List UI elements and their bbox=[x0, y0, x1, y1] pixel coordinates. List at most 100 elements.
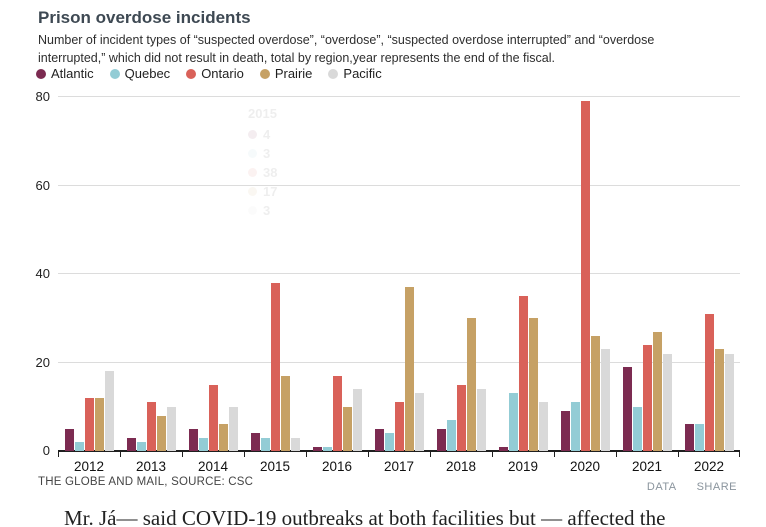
bar-group-2018 bbox=[430, 97, 492, 451]
bar-group-2017 bbox=[368, 97, 430, 451]
bar-prairie-2021[interactable] bbox=[652, 331, 662, 451]
bar-prairie-2016[interactable] bbox=[342, 406, 352, 451]
bar-prairie-2018[interactable] bbox=[466, 318, 476, 451]
y-axis-label-0: 0 bbox=[42, 443, 50, 458]
legend-label: Ontario bbox=[201, 66, 244, 81]
x-axis-tick bbox=[368, 451, 369, 457]
bar-pacific-2014[interactable] bbox=[228, 406, 238, 451]
bar-pacific-2017[interactable] bbox=[414, 393, 424, 451]
bar-quebec-2013[interactable] bbox=[136, 442, 146, 451]
bar-quebec-2012[interactable] bbox=[74, 442, 84, 451]
legend-dot-ontario bbox=[186, 68, 197, 79]
bar-ontario-2019[interactable] bbox=[518, 296, 528, 451]
x-axis-label-2018: 2018 bbox=[445, 459, 477, 474]
data-link[interactable]: DATA bbox=[646, 481, 677, 493]
bar-pacific-2015[interactable] bbox=[290, 437, 300, 451]
y-axis-label-80: 80 bbox=[35, 89, 50, 104]
bar-group-2015 bbox=[244, 97, 306, 451]
bar-pacific-2019[interactable] bbox=[538, 402, 548, 451]
bar-prairie-2022[interactable] bbox=[714, 349, 724, 451]
bar-atlantic-2022[interactable] bbox=[684, 424, 694, 451]
gridline-80 bbox=[58, 96, 740, 97]
bar-quebec-2014[interactable] bbox=[198, 437, 208, 451]
legend-dot-pacific bbox=[328, 68, 339, 79]
bar-pacific-2016[interactable] bbox=[352, 389, 362, 451]
bar-pacific-2022[interactable] bbox=[724, 353, 734, 451]
bar-quebec-2015[interactable] bbox=[260, 437, 270, 451]
faded-tooltip-value: 4 bbox=[263, 127, 271, 142]
bar-atlantic-2015[interactable] bbox=[250, 433, 260, 451]
bar-prairie-2017[interactable] bbox=[404, 287, 414, 451]
source-attribution: THE GLOBE AND MAIL, SOURCE: CSC bbox=[38, 476, 254, 488]
faded-tooltip-dot bbox=[248, 187, 257, 196]
bar-prairie-2014[interactable] bbox=[218, 424, 228, 451]
bar-quebec-2021[interactable] bbox=[632, 406, 642, 451]
bar-ontario-2018[interactable] bbox=[456, 384, 466, 451]
x-axis-tick bbox=[430, 451, 431, 457]
legend-dot-quebec bbox=[109, 68, 120, 79]
bar-prairie-2020[interactable] bbox=[590, 335, 600, 451]
bar-ontario-2016[interactable] bbox=[332, 375, 342, 451]
y-axis-label-40: 40 bbox=[35, 266, 50, 281]
bar-ontario-2015[interactable] bbox=[270, 282, 280, 451]
bar-pacific-2020[interactable] bbox=[600, 349, 610, 451]
bar-group-2020 bbox=[554, 97, 616, 451]
bar-group-2022 bbox=[678, 97, 740, 451]
bar-pacific-2021[interactable] bbox=[662, 353, 672, 451]
faded-tooltip-value: 17 bbox=[263, 184, 278, 199]
bar-atlantic-2014[interactable] bbox=[188, 428, 198, 451]
bar-atlantic-2018[interactable] bbox=[436, 428, 446, 451]
x-axis-label-2016: 2016 bbox=[321, 459, 353, 474]
bar-group-2013 bbox=[120, 97, 182, 451]
x-axis-tick bbox=[182, 451, 183, 457]
x-axis-label-2021: 2021 bbox=[631, 459, 663, 474]
bar-ontario-2012[interactable] bbox=[84, 397, 94, 451]
bar-atlantic-2019[interactable] bbox=[498, 446, 508, 451]
x-axis-tick bbox=[244, 451, 245, 457]
bar-pacific-2012[interactable] bbox=[104, 371, 114, 451]
legend-item-atlantic: Atlantic bbox=[36, 66, 94, 81]
bar-quebec-2019[interactable] bbox=[508, 393, 518, 451]
bar-atlantic-2013[interactable] bbox=[126, 437, 136, 451]
bar-ontario-2021[interactable] bbox=[642, 344, 652, 451]
bar-atlantic-2021[interactable] bbox=[622, 366, 632, 451]
legend-label: Prairie bbox=[274, 66, 313, 81]
bar-ontario-2017[interactable] bbox=[394, 402, 404, 451]
faded-tooltip: 2015 4 3 38 17 3 bbox=[248, 106, 277, 220]
bar-pacific-2018[interactable] bbox=[476, 389, 486, 451]
bar-ontario-2022[interactable] bbox=[704, 313, 714, 451]
x-axis-baseline bbox=[58, 450, 740, 452]
bar-quebec-2020[interactable] bbox=[570, 402, 580, 451]
bar-ontario-2014[interactable] bbox=[208, 384, 218, 451]
gridline-40 bbox=[58, 273, 740, 274]
legend-item-ontario: Ontario bbox=[186, 66, 244, 81]
bar-prairie-2012[interactable] bbox=[94, 397, 104, 451]
bar-atlantic-2016[interactable] bbox=[312, 446, 322, 451]
bar-atlantic-2012[interactable] bbox=[64, 428, 74, 451]
bar-atlantic-2017[interactable] bbox=[374, 428, 384, 451]
x-axis-label-2017: 2017 bbox=[383, 459, 415, 474]
x-axis-tick bbox=[492, 451, 493, 457]
y-axis-label-60: 60 bbox=[35, 177, 50, 193]
gridline-60 bbox=[58, 184, 740, 186]
faded-tooltip-value: 3 bbox=[263, 146, 271, 161]
x-axis-tick bbox=[739, 451, 740, 457]
x-axis-label-2020: 2020 bbox=[569, 459, 601, 474]
legend-dot-prairie bbox=[259, 68, 270, 79]
bar-ontario-2013[interactable] bbox=[146, 402, 156, 451]
bar-prairie-2019[interactable] bbox=[528, 318, 538, 451]
bar-prairie-2013[interactable] bbox=[156, 415, 166, 451]
share-link[interactable]: SHARE bbox=[696, 481, 737, 493]
bar-group-2012 bbox=[58, 97, 120, 451]
bar-prairie-2015[interactable] bbox=[280, 375, 290, 451]
bar-atlantic-2020[interactable] bbox=[560, 411, 570, 451]
bar-ontario-2020[interactable] bbox=[580, 101, 590, 451]
bar-quebec-2016[interactable] bbox=[322, 446, 332, 451]
legend-item-quebec: Quebec bbox=[109, 66, 170, 81]
bar-quebec-2022[interactable] bbox=[694, 424, 704, 451]
faded-tooltip-row-atlantic: 4 bbox=[248, 125, 277, 144]
bar-pacific-2013[interactable] bbox=[166, 406, 176, 451]
bar-quebec-2018[interactable] bbox=[446, 420, 456, 451]
bar-quebec-2017[interactable] bbox=[384, 433, 394, 451]
